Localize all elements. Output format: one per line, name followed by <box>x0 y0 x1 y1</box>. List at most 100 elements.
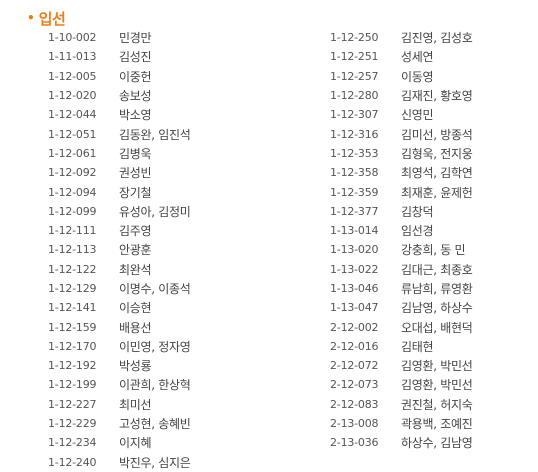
entry-code: 1-12-170 <box>48 339 97 353</box>
entry-code: 1-12-199 <box>48 378 97 392</box>
entry-names: 이승현 <box>119 301 152 316</box>
entry-code: 1-12-129 <box>48 282 97 295</box>
bullet-icon: • <box>27 11 35 25</box>
list-item: 1-12-280 김재진, 황호영 <box>330 86 473 105</box>
list-item: 2-12-002 오대섭, 배현덕 <box>330 317 473 336</box>
list-item: 1-12-170 이민영, 정자영 <box>48 337 191 356</box>
entry-code: 1-12-113 <box>48 243 97 257</box>
list-item: 2-12-072 김영환, 박민선 <box>330 356 473 375</box>
list-item: 1-12-122 최완석 <box>48 260 190 279</box>
list-item: 1-10-002 민경만 <box>48 28 190 47</box>
entry-code: 2-12-016 <box>330 339 379 353</box>
list-item: 1-13-014 임선경 <box>330 221 472 240</box>
entry-names: 박진우, 심지은 <box>119 455 191 470</box>
list-item: 1-12-159 배용선 <box>48 317 190 336</box>
list-item: 1-12-005 이중헌 <box>48 67 190 86</box>
entry-code: 1-12-122 <box>48 262 97 276</box>
list-item: 1-12-044 박소영 <box>48 105 190 124</box>
list-item: 1-12-061 김병욱 <box>48 144 190 163</box>
list-item: 1-12-113 안광훈 <box>48 240 190 259</box>
list-item: 1-12-192 박성룡 <box>48 356 190 375</box>
entry-code: 1-12-358 <box>330 166 379 180</box>
entry-names: 송보성 <box>119 89 152 104</box>
entry-names: 안광훈 <box>119 243 152 258</box>
list-item: 1-12-353 김형욱, 전지웅 <box>330 144 473 163</box>
entry-names: 임선경 <box>401 224 434 239</box>
entry-names: 배용선 <box>119 320 152 335</box>
entry-code: 1-13-014 <box>330 224 379 238</box>
entry-names: 장기철 <box>119 185 152 200</box>
entry-names: 하상수, 김남영 <box>401 436 473 451</box>
list-item: 2-12-016 김태현 <box>330 337 472 356</box>
entry-code: 1-12-005 <box>48 69 97 83</box>
entry-names: 류남희, 류영환 <box>401 282 473 296</box>
entry-code: 2-12-083 <box>330 397 379 411</box>
list-item: 1-12-199 이관희, 한상혁 <box>48 375 191 394</box>
entry-names: 박성룡 <box>119 359 152 374</box>
entry-code: 1-12-240 <box>48 455 97 469</box>
list-item: 2-13-008 곽용백, 조예진 <box>330 414 473 433</box>
list-item: 1-12-141 이승현 <box>48 298 190 317</box>
entry-names: 김미선, 방종석 <box>401 127 473 142</box>
entry-names: 유성아, 김정미 <box>119 204 191 219</box>
entry-code: 1-12-092 <box>48 166 97 180</box>
entry-names: 이동영 <box>401 69 434 84</box>
entry-names: 신영민 <box>401 108 434 123</box>
list-item: 2-12-083 권진철, 허지숙 <box>330 395 473 414</box>
right-column: 1-12-250 김진영, 김성호 1-12-251 성세연 1-12-257 이동영 1-… <box>330 28 473 453</box>
entry-code: 1-10-002 <box>48 31 97 45</box>
list-item: 1-12-020 송보성 <box>48 86 190 105</box>
entry-code: 2-13-008 <box>330 417 379 431</box>
entry-names: 최영석, 김학연 <box>401 166 473 181</box>
entry-code: 1-12-307 <box>330 108 379 122</box>
list-item: 1-12-234 이지혜 <box>48 433 190 452</box>
list-item: 1-13-020 강충희, 동 민 <box>330 240 472 259</box>
entry-names: 고성현, 송혜빈 <box>119 417 191 432</box>
entry-names: 강충희, 동 민 <box>401 243 466 258</box>
list-item: 1-12-229 고성현, 송혜빈 <box>48 414 191 433</box>
entry-names: 김형욱, 전지웅 <box>401 146 473 161</box>
section-heading: • 입선 <box>27 7 66 29</box>
entry-names: 김성진 <box>119 50 152 65</box>
entry-code: 1-12-051 <box>48 127 97 141</box>
entry-names: 이중헌 <box>119 69 152 84</box>
list-item: 1-12-250 김진영, 김성호 <box>330 28 473 47</box>
list-item: 1-12-092 권성빈 <box>48 163 190 182</box>
entry-names: 오대섭, 배현덕 <box>401 320 473 335</box>
entry-code: 1-12-159 <box>48 320 97 334</box>
entry-names: 곽용백, 조예진 <box>401 417 473 432</box>
entry-names: 김병욱 <box>119 146 152 161</box>
entry-code: 1-13-047 <box>330 301 379 315</box>
list-item: 1-12-358 최영석, 김학연 <box>330 163 473 182</box>
entry-names: 김창덕 <box>401 204 434 219</box>
list-item: 1-13-047 김남영, 하상수 <box>330 298 473 317</box>
entry-code: 1-13-020 <box>330 243 379 257</box>
entry-code: 1-13-022 <box>330 262 379 276</box>
list-item: 1-12-257 이동영 <box>330 67 472 86</box>
entry-names: 김재진, 황호영 <box>401 89 473 104</box>
entry-code: 1-12-227 <box>48 397 97 411</box>
entry-names: 이지혜 <box>119 436 152 451</box>
list-item: 1-12-316 김미선, 방종석 <box>330 124 473 143</box>
entry-names: 권성빈 <box>119 166 152 181</box>
list-item: 1-11-013 김성진 <box>48 47 190 66</box>
entry-code: 1-12-250 <box>330 31 379 45</box>
entry-names: 김주영 <box>119 224 152 239</box>
list-item: 1-13-022 김대근, 최종호 <box>330 260 473 279</box>
entry-code: 1-12-377 <box>330 204 379 218</box>
entry-code: 1-12-141 <box>48 301 97 315</box>
list-item: 1-12-227 최미선 <box>48 395 190 414</box>
list-item: 1-12-111 김주영 <box>48 221 190 240</box>
entry-code: 1-12-280 <box>330 89 379 103</box>
list-item: 1-12-094 장기철 <box>48 182 190 201</box>
list-item: 2-12-073 김영환, 박민선 <box>330 375 473 394</box>
entry-names: 최미선 <box>119 397 152 412</box>
entry-code: 1-12-061 <box>48 146 97 160</box>
entry-code: 2-12-073 <box>330 378 379 392</box>
entry-code: 1-12-111 <box>48 224 97 238</box>
entry-names: 이민영, 정자영 <box>119 339 191 354</box>
entry-names: 이관희, 한상혁 <box>119 378 191 393</box>
entry-names: 김태현 <box>401 339 434 354</box>
entry-code: 2-13-036 <box>330 436 379 450</box>
entry-code: 1-12-234 <box>48 436 97 450</box>
